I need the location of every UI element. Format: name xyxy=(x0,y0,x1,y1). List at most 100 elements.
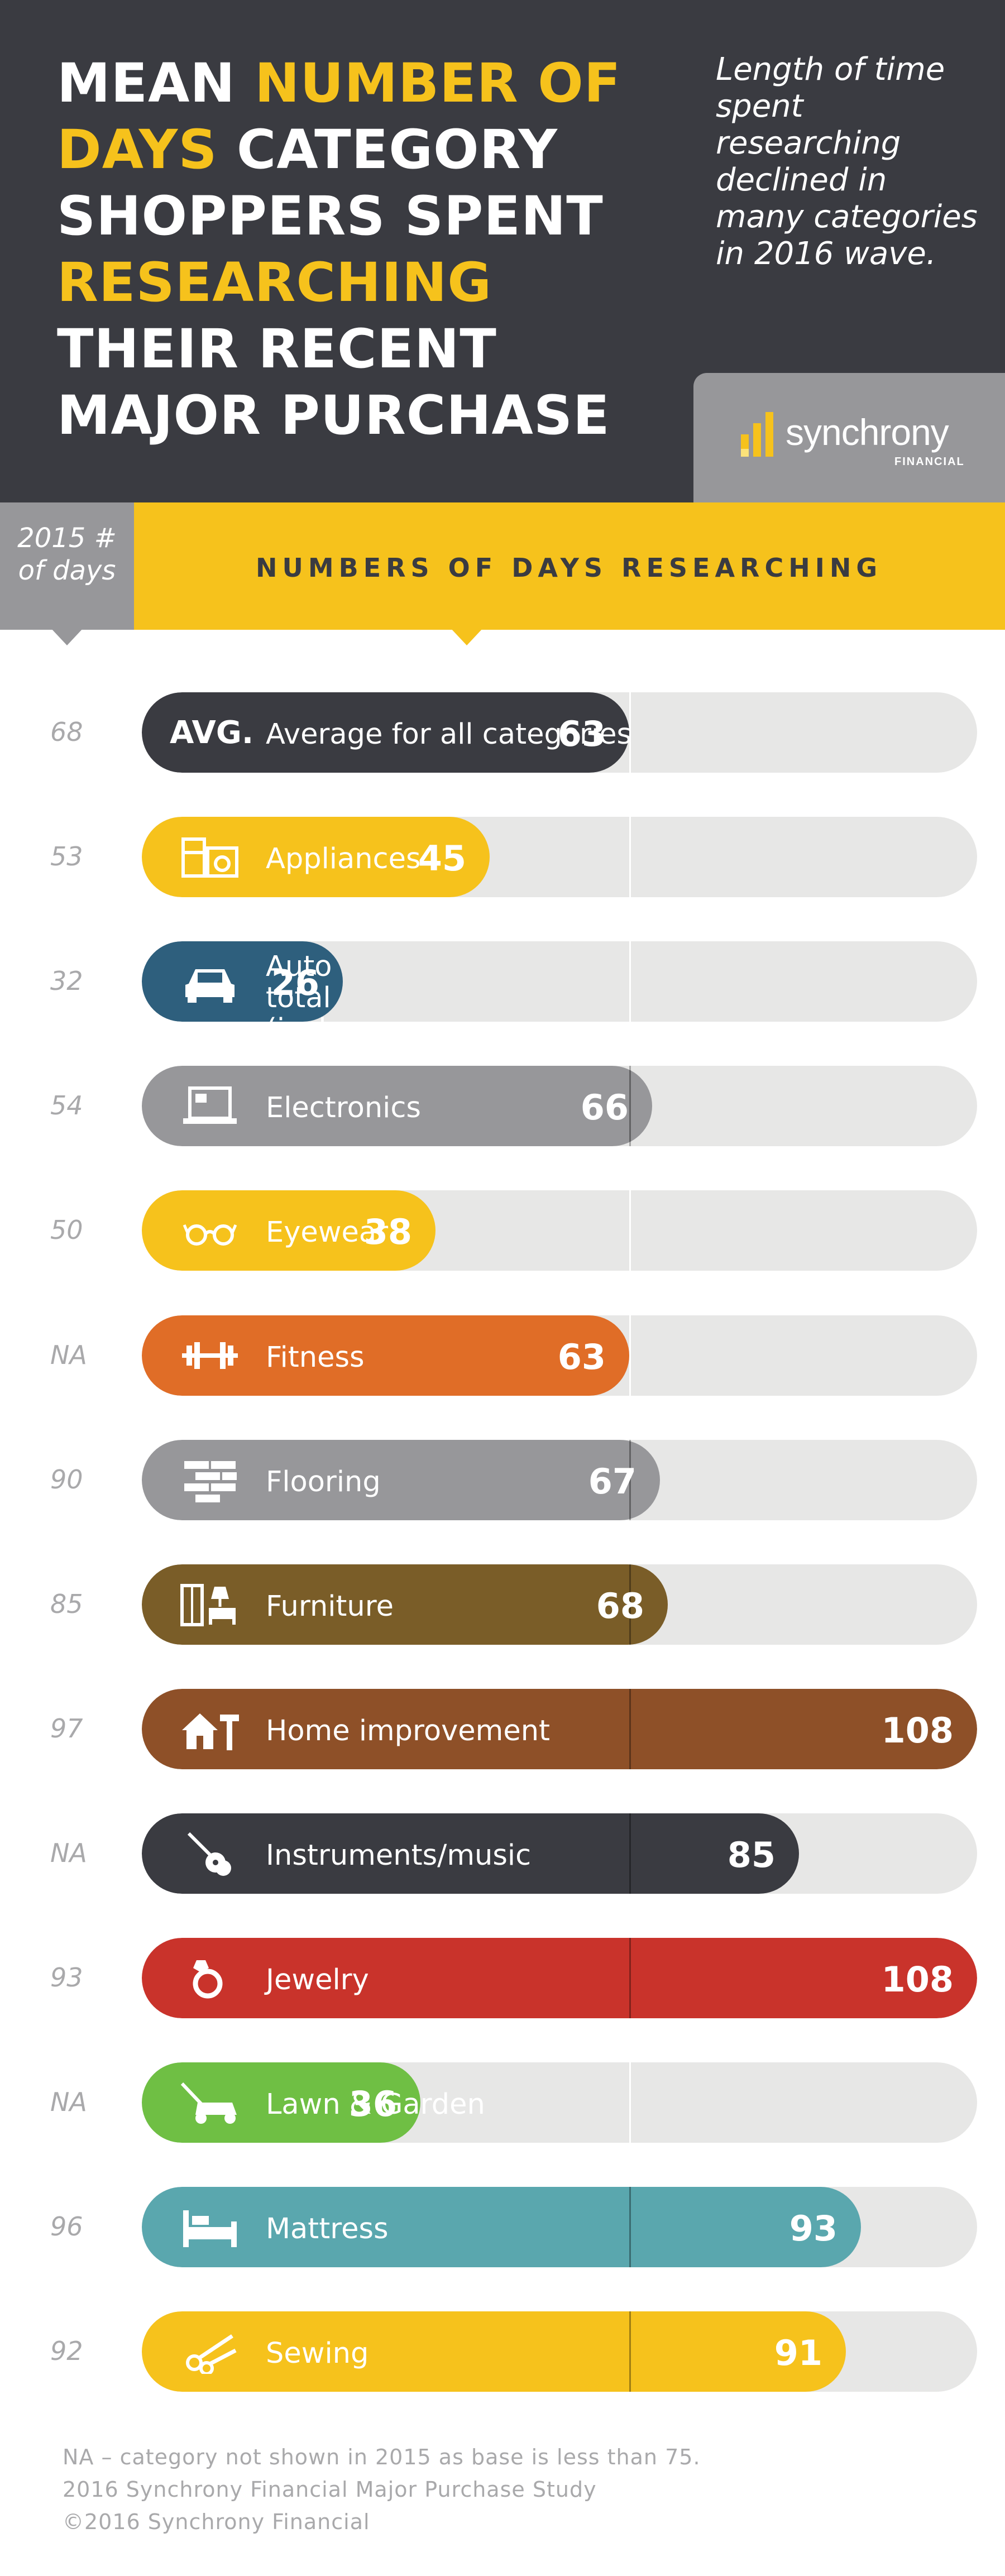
category-label: Sewing xyxy=(266,2337,369,2370)
average-reference-line xyxy=(629,2187,631,2267)
category-label: Mattress xyxy=(266,2213,389,2245)
value-2015-label: 92 xyxy=(50,2336,83,2366)
scissors-icon xyxy=(186,2334,237,2374)
chart-row: 93 Jewelry 108 xyxy=(0,1938,1005,2018)
bar-track: Flooring 67 xyxy=(142,1440,977,1520)
average-reference-line xyxy=(629,2311,631,2392)
chart-row: 96 Mattress 93 xyxy=(0,2187,1005,2267)
data-label: 63 xyxy=(557,714,606,754)
page-title: MEAN NUMBER OF DAYS CATEGORY SHOPPERS SPEN… xyxy=(57,50,671,449)
bar: Mattress 93 xyxy=(142,2187,861,2267)
bar-track: AVG. Average for all categories 63 xyxy=(142,692,977,773)
bar-track: Mattress 93 xyxy=(142,2187,977,2267)
chart-row: 54 Electronics 66 xyxy=(0,1066,1005,1146)
bar: Fitness 63 xyxy=(142,1315,629,1396)
laptop-icon xyxy=(183,1086,237,1124)
title-segment: MAJOR PURCHASE xyxy=(57,384,610,447)
bar-track: Appliances 45 xyxy=(142,817,977,897)
data-label: 93 xyxy=(789,2208,838,2249)
bar: Appliances 45 xyxy=(142,817,490,897)
category-label: Flooring xyxy=(266,1466,381,1498)
average-reference-line xyxy=(629,817,631,897)
title-segment: DAYS xyxy=(57,118,218,181)
logo-subtext: FINANCIAL xyxy=(894,456,965,468)
chart-row: 50 Eyewear 38 xyxy=(0,1190,1005,1271)
ring-icon xyxy=(193,1960,223,1999)
value-2015-label: 54 xyxy=(50,1090,83,1121)
data-label: 91 xyxy=(774,2333,822,2373)
bar-track: Auto total (incl. parts)26 xyxy=(142,941,977,1022)
bar-track: Lawn & Garden 36 xyxy=(142,2062,977,2143)
dumbbell-icon xyxy=(182,1342,238,1369)
bar: Instruments/music 85 xyxy=(142,1813,799,1894)
average-reference-line xyxy=(629,1564,631,1645)
title-segment: THEIR RECENT xyxy=(57,318,497,380)
bar: Lawn & Garden 36 xyxy=(142,2062,485,2143)
bar-track: Electronics 66 xyxy=(142,1066,977,1146)
category-label: Lawn & Garden xyxy=(266,2088,485,2121)
header: MEAN NUMBER OF DAYS CATEGORY SHOPPERS SPEN… xyxy=(0,0,1005,502)
footnote-line: NA – category not shown in 2015 as base … xyxy=(63,2445,701,2469)
average-reference-line xyxy=(629,2062,631,2143)
bar: AVG. Average for all categories 63 xyxy=(142,692,632,773)
logo-text: synchrony xyxy=(786,411,949,453)
value-2015-label: 50 xyxy=(50,1215,83,1245)
chart-row: 97 Home improvement 108 xyxy=(0,1689,1005,1769)
bar: Auto total (incl. parts)26 xyxy=(142,941,343,1022)
category-label: Furniture xyxy=(266,1590,394,1623)
bar: Flooring 67 xyxy=(142,1440,660,1520)
chart-row: NA Instruments/music 85 xyxy=(0,1813,1005,1894)
prev-year-pointer xyxy=(50,628,84,645)
value-2015-label: 93 xyxy=(50,1962,83,1993)
lawnmower-icon xyxy=(180,2082,237,2124)
title-segment: SHOPPERS SPENT xyxy=(57,185,604,247)
value-2015-label: 97 xyxy=(50,1713,83,1744)
value-2015-label: 96 xyxy=(50,2211,83,2242)
bar-track: Instruments/music 85 xyxy=(142,1813,977,1894)
category-label: Home improvement xyxy=(266,1715,551,1747)
average-reference-line xyxy=(629,1689,631,1769)
bar: Furniture 68 xyxy=(142,1564,668,1645)
chart-row: 85 Furniture 68 xyxy=(0,1564,1005,1645)
footnote-line: ©2016 Synchrony Financial xyxy=(63,2510,370,2534)
footnote: NA – category not shown in 2015 as base … xyxy=(63,2441,900,2538)
average-reference-line xyxy=(629,1315,631,1396)
title-segment: RESEARCHING xyxy=(57,251,492,314)
category-label: Auto total (incl. parts) xyxy=(266,950,336,1022)
bed-icon xyxy=(183,2210,237,2247)
average-reference-line xyxy=(629,941,631,1022)
data-label: 85 xyxy=(727,1835,776,1875)
value-2015-label: 53 xyxy=(50,841,83,872)
chart-header-pointer xyxy=(450,628,484,645)
value-2015-label: 90 xyxy=(50,1464,83,1495)
bar: Electronics 66 xyxy=(142,1066,652,1146)
bricks-icon xyxy=(184,1461,237,1502)
guitar-icon xyxy=(187,1832,231,1876)
value-2015-label: NA xyxy=(50,2087,87,2117)
bar-track: Furniture 68 xyxy=(142,1564,977,1645)
data-label: 26 xyxy=(271,963,319,1003)
title-segment: NUMBER OF xyxy=(255,52,621,114)
bar: Eyewear 38 xyxy=(142,1190,436,1271)
average-reference-line xyxy=(629,1938,631,2018)
bar-track: Jewelry 108 xyxy=(142,1938,977,2018)
value-2015-label: 85 xyxy=(50,1589,83,1619)
bar-track: Fitness 63 xyxy=(142,1315,977,1396)
data-label: 63 xyxy=(557,1337,606,1377)
average-reference-line xyxy=(629,1190,631,1271)
logo: synchrony FINANCIAL xyxy=(693,373,1005,502)
category-label: Jewelry xyxy=(266,1964,369,1996)
data-label: 108 xyxy=(881,1710,954,1751)
chart-row: 92 Sewing 91 xyxy=(0,2311,1005,2392)
chart-row: NA Fitness 63 xyxy=(0,1315,1005,1396)
bar: Sewing 91 xyxy=(142,2311,846,2392)
chart-header-band xyxy=(134,502,1005,630)
x-axis-label: NUMBERS OF DAYS RESEARCHING xyxy=(256,553,883,583)
furniture-icon xyxy=(180,1584,236,1626)
data-label: 66 xyxy=(580,1087,629,1128)
category-label: Average for all categories xyxy=(266,718,632,751)
category-label: Eyewear xyxy=(266,1216,389,1249)
chart-row: 90 Flooring 67 xyxy=(0,1440,1005,1520)
bar: Home improvement 108 xyxy=(142,1689,977,1769)
average-reference-line xyxy=(629,1440,631,1520)
